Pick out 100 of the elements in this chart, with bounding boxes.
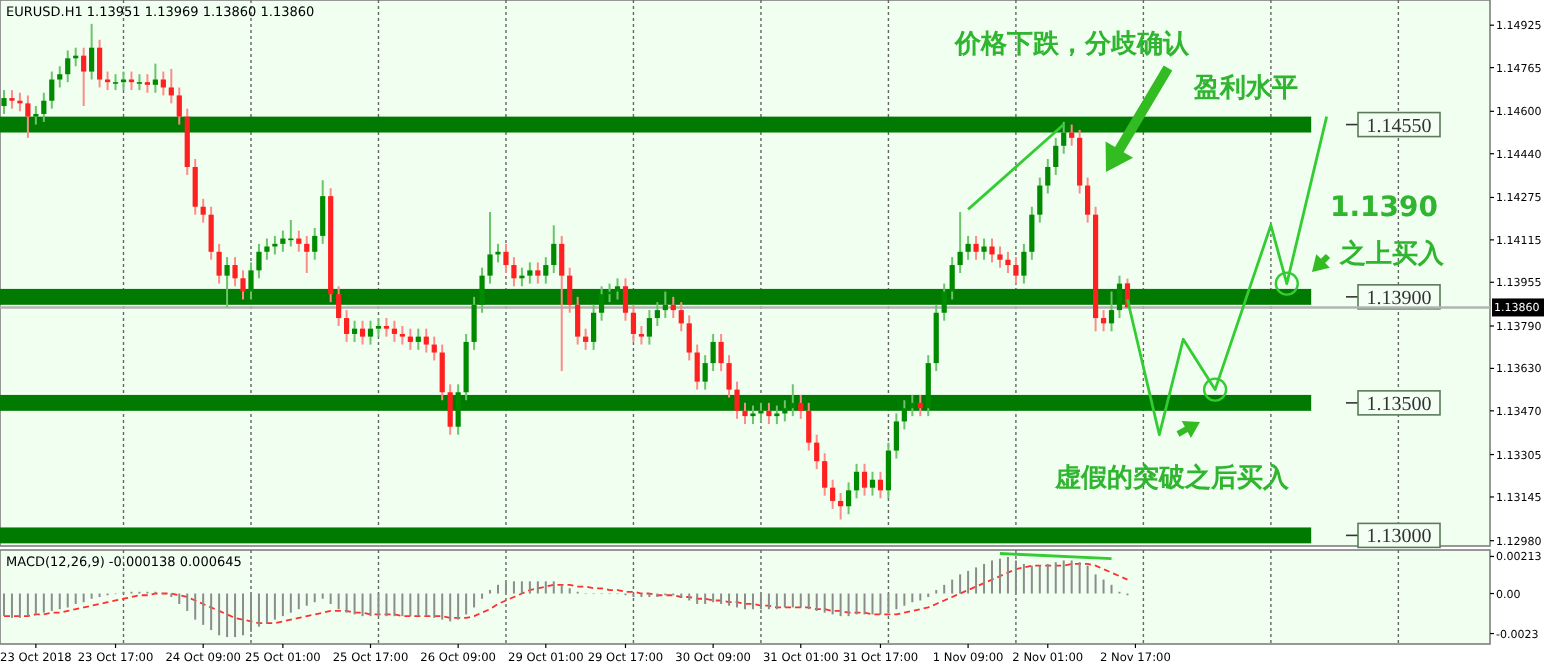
candlestick [1045, 158, 1051, 195]
candlestick [25, 94, 31, 139]
candlestick [320, 179, 326, 245]
candlestick [766, 401, 772, 426]
candlestick [57, 65, 63, 89]
candlestick [65, 49, 71, 84]
candlestick [885, 441, 892, 500]
band-label: 1.13000 [1366, 526, 1432, 549]
candlestick [861, 462, 868, 497]
candlestick [9, 89, 15, 110]
candlestick [144, 73, 151, 94]
candlestick [439, 343, 445, 402]
candlestick [216, 242, 222, 285]
candlestick [471, 295, 477, 351]
candlestick [575, 295, 581, 346]
candlestick [304, 234, 310, 274]
candlestick [591, 303, 597, 351]
line-series [1126, 115, 1329, 437]
candlestick [869, 470, 876, 497]
candlestick [208, 205, 214, 261]
candlestick [479, 266, 485, 314]
candlestick [423, 327, 429, 354]
candlestick [949, 256, 955, 301]
annotation: 1.1390 [1329, 192, 1439, 224]
candlestick [997, 245, 1003, 269]
candlestick [630, 303, 637, 343]
candlestick [1116, 274, 1123, 320]
candlestick [1013, 256, 1019, 285]
candlestick [97, 38, 103, 89]
candlestick [312, 226, 318, 261]
candlestick [487, 211, 493, 285]
annotation: 虚假的突破之后买入 [1053, 462, 1291, 494]
candlestick [925, 354, 931, 418]
candlestick [614, 277, 621, 301]
candlestick [1053, 136, 1059, 176]
candlestick [248, 261, 254, 301]
candlestick [455, 383, 461, 436]
candlestick [830, 478, 836, 510]
candlestick [559, 234, 565, 373]
candlestick [1037, 176, 1043, 224]
candlestick [1085, 176, 1091, 224]
candlestick [503, 242, 509, 274]
candlestick [853, 462, 860, 500]
candlestick [1029, 205, 1035, 261]
candlestick [168, 67, 174, 105]
candlestick [89, 22, 95, 81]
candlestick [567, 266, 573, 314]
candlestick [742, 401, 748, 426]
candlestick [535, 261, 541, 285]
annotation: 盈利水平 [1192, 72, 1298, 104]
candlestick [965, 234, 971, 261]
candlestick [41, 91, 47, 123]
candlestick [543, 256, 549, 285]
candlestick [598, 285, 605, 322]
candlestick [176, 86, 182, 126]
candlestick [877, 470, 884, 500]
candlestick [256, 242, 262, 280]
candlestick [1021, 242, 1027, 285]
candlestick [654, 301, 660, 328]
candlestick [344, 309, 350, 343]
candlestick [734, 380, 740, 420]
candlestick [702, 354, 708, 391]
candlestick [901, 399, 907, 431]
candlestick [798, 393, 804, 420]
candlestick [718, 332, 724, 373]
candlestick [232, 256, 238, 288]
candlestick [367, 319, 374, 346]
candlestick [383, 317, 390, 338]
candlestick [1061, 120, 1067, 155]
candlestick [750, 404, 756, 426]
candlestick [240, 269, 246, 301]
candlestick [511, 256, 517, 288]
candlestick [981, 237, 987, 261]
candlestick [646, 309, 652, 346]
candlestick [527, 261, 533, 285]
band-label: 1.13500 [1366, 393, 1432, 416]
annotation: 之上买入 [1338, 238, 1446, 270]
candlestick [359, 319, 366, 346]
candlestick [845, 481, 852, 516]
candlestick [973, 234, 979, 261]
candlestick [264, 237, 270, 261]
candlestick [551, 224, 557, 274]
candlestick [224, 256, 230, 309]
candlestick [1, 89, 7, 115]
candlestick [192, 158, 198, 216]
candlestick [694, 343, 700, 391]
candlestick [1005, 250, 1011, 274]
candlestick [1077, 128, 1083, 195]
band-label: 1.13900 [1366, 287, 1432, 310]
candlestick [678, 301, 684, 333]
candlestick [622, 277, 629, 322]
candlestick [806, 401, 812, 452]
candlestick [638, 325, 645, 346]
candlestick [200, 197, 206, 224]
candlestick [431, 335, 437, 362]
candlestick [375, 317, 382, 338]
candlestick [710, 332, 716, 373]
candlestick [941, 282, 947, 322]
candlestick [893, 412, 899, 460]
candlestick [81, 46, 87, 108]
